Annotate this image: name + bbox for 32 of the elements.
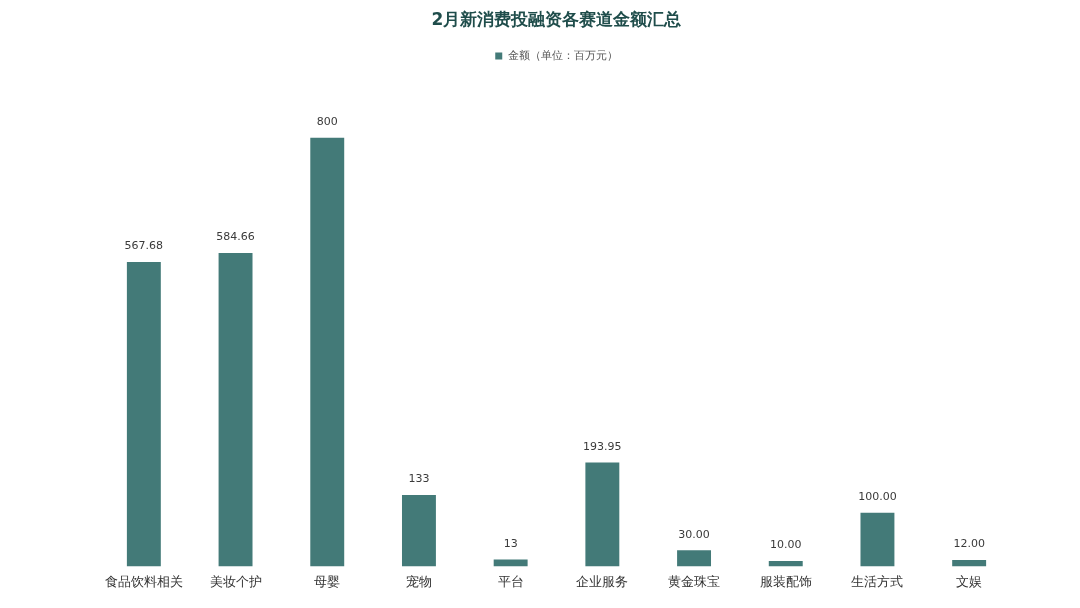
data-label: 13: [503, 536, 518, 550]
bar: [768, 561, 803, 567]
bar: [677, 550, 712, 567]
x-tick-label: 生活方式: [851, 573, 904, 589]
data-label: 133: [408, 472, 430, 486]
bar: [493, 559, 528, 567]
data-label: 567.68: [124, 239, 164, 253]
x-tick-label: 母婴: [314, 573, 341, 589]
x-tick-label: 黄金珠宝: [668, 573, 721, 589]
data-label: 12.00: [953, 537, 985, 551]
chart-title: 2月新消费投融资各赛道金额汇总: [431, 8, 682, 29]
bar: [310, 137, 345, 567]
data-label: 584.66: [216, 230, 255, 244]
bar: [401, 495, 436, 567]
data-label: 800: [316, 114, 338, 128]
bar: [860, 512, 895, 567]
x-tick-label: 文娱: [956, 573, 983, 589]
x-tick-label: 宠物: [405, 573, 432, 589]
bar: [585, 462, 620, 567]
bar: [218, 252, 253, 567]
data-label: 10.00: [770, 538, 802, 552]
data-label: 100.00: [858, 490, 897, 504]
x-tick-label: 服装配饰: [759, 573, 812, 589]
bar: [126, 261, 161, 567]
data-label: 193.95: [583, 439, 622, 453]
x-tick-label: 企业服务: [576, 573, 629, 589]
bar: [952, 559, 987, 567]
x-tick-label: 美妆个护: [209, 573, 262, 589]
x-tick-label: 平台: [497, 573, 524, 589]
x-tick-label: 食品饮料相关: [104, 573, 183, 589]
legend-label: 金额（单位：百万元）: [507, 48, 618, 62]
data-label: 30.00: [678, 527, 710, 541]
